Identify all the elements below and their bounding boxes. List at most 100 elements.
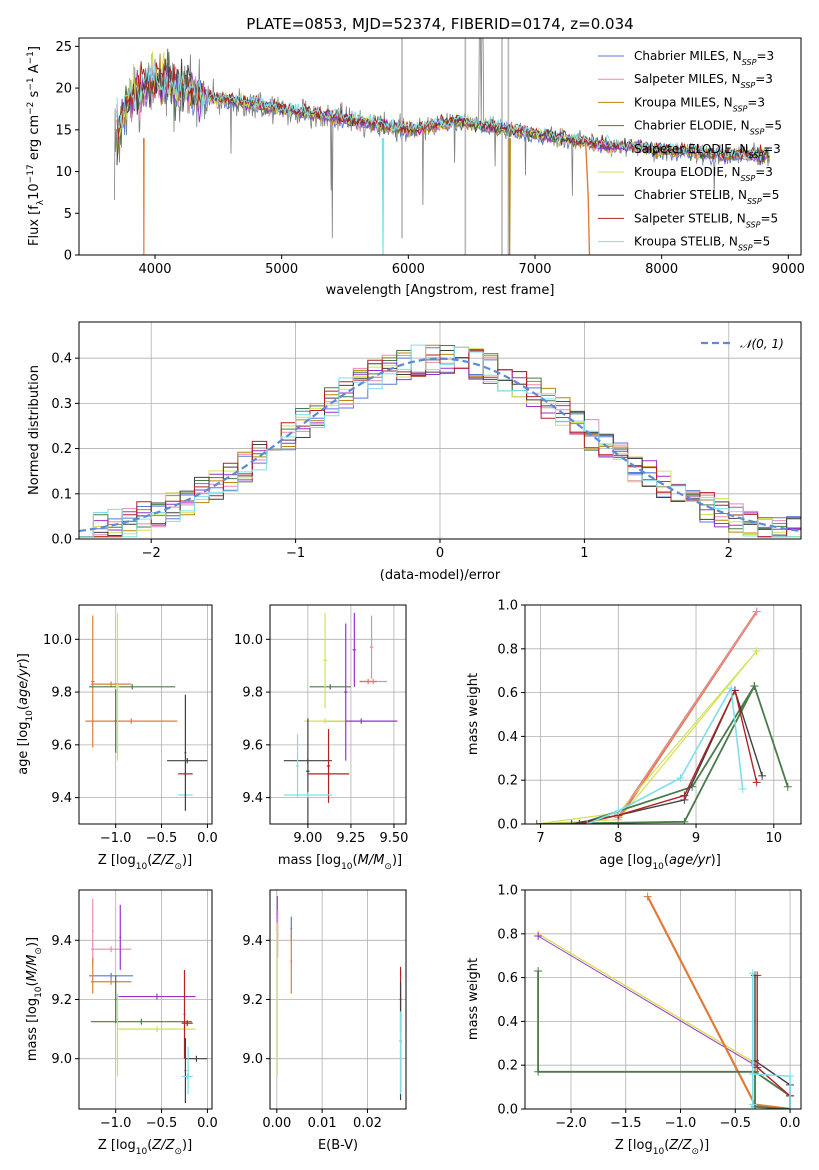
mass-Z-ylabel-part: 10 xyxy=(34,986,44,998)
age-Z-ylabel-part: )] xyxy=(16,653,31,663)
spectrum-dropout xyxy=(584,142,591,255)
spectrum-model-line xyxy=(116,58,770,160)
mw-age-xlabel: age [log10(age/yr)] xyxy=(599,853,721,872)
legend-label: Salpeter ELODIE, NSSP=3 xyxy=(634,142,781,160)
spectrum-ylabel-part: s xyxy=(27,90,42,101)
hist-ylabel: Normed distribution xyxy=(27,365,42,495)
mass_vs_Z-ytick-label: 9.4 xyxy=(51,934,72,949)
age-Z-xlabel-part: )] xyxy=(182,853,192,868)
residual_hist-ytick-label: 0.2 xyxy=(51,442,72,457)
age_vs_Z-xtick-label: −1.0 xyxy=(100,831,132,846)
legend-label-part: Kroupa MILES, N xyxy=(634,95,733,109)
mass_vs_Z-plot-area xyxy=(89,898,208,1104)
mass-Z-xlabel-part: Z [log xyxy=(98,1138,136,1153)
massweight_vs_Z-ytick-label: 0.6 xyxy=(497,971,518,986)
spectrum-xtick-label: 6000 xyxy=(392,262,425,277)
massweight_vs_age-ytick-label: 0.2 xyxy=(497,774,518,789)
legend-label-part: =3 xyxy=(763,142,781,156)
mass-Z-xlabel: Z [log10(Z/Z⊙)] xyxy=(98,1138,192,1157)
mw-Z-ylabel: mass weight xyxy=(466,958,481,1040)
legend-label-part: =3 xyxy=(755,165,773,179)
mass-Z-xlabel-part: 10 xyxy=(136,1147,148,1157)
spectrum-xtick-label: 9000 xyxy=(772,262,805,277)
residual_hist-panel: −2 −1 0 1 2 0.0 0.1 0.2 0.3 0.4 (data-model)/error… xyxy=(27,321,802,583)
spectrum-xlabel: wavelength [Angstrom, rest frame] xyxy=(326,283,555,298)
legend-label-part: Kroupa ELODIE, N xyxy=(634,165,741,179)
massweight_vs_age-xtick-label: 8 xyxy=(614,831,622,846)
age_vs_Z-panel: −1.0 −0.5 0.09.49.69.810.0Z [log10(Z/Z⊙)]a… xyxy=(16,604,218,872)
mass-Z-xlabel-part: ( xyxy=(147,1138,152,1153)
legend-label-part: Kroupa STELIB, N xyxy=(634,235,738,249)
age_vs_mass-ytick-label: 9.6 xyxy=(242,738,263,753)
age-Z-xlabel-part: Z/Z xyxy=(151,853,175,868)
legend-label-part: =3 xyxy=(756,49,774,63)
legend-label: Chabrier MILES, NSSP=3 xyxy=(634,49,774,67)
mass-Z-ylabel-part: mass [log xyxy=(25,998,40,1061)
residual_hist-ytick-label: 0.3 xyxy=(51,397,72,412)
legend-label-part: SSP xyxy=(741,174,756,183)
residual_hist-xtick-label: −1 xyxy=(286,546,305,561)
spectrum-ylabel-part: A xyxy=(27,64,42,77)
mw-Z-xlabel-part: )] xyxy=(699,1138,709,1153)
spectrum-xtick-label: 5000 xyxy=(265,262,298,277)
age_vs_mass-plot-area xyxy=(283,612,398,824)
massweight_vs_Z-panel: −2.0 −1.5 −1.0 −0.5 0.0 0.0 0.2 0.4 0.6 0.8 1.0 Z [… xyxy=(466,884,802,1157)
spectrum-ylabel-part: ] xyxy=(27,46,42,51)
mass-Z-ylabel-part: M/M xyxy=(25,955,40,982)
mw-Z-xlabel-part: ⊙ xyxy=(691,1147,699,1157)
spectrum-ytick-label: 10 xyxy=(55,165,72,180)
mw-age-xlabel-part: age/yr xyxy=(669,853,712,868)
massweight-Z-line xyxy=(754,975,791,1109)
mw-Z-xlabel: Z [log10(Z/Z⊙)] xyxy=(615,1138,709,1157)
age-Z-xlabel-part: ( xyxy=(147,853,152,868)
spectrum-ylabel-part: erg cm xyxy=(27,115,42,164)
legend-label: Kroupa ELODIE, NSSP=3 xyxy=(634,165,773,183)
legend-label-part: SSP xyxy=(738,243,753,252)
mw-age-xlabel-part: ( xyxy=(664,853,669,868)
age_vs_mass-frame xyxy=(269,604,407,825)
massweight_vs_age-ytick-label: 0.6 xyxy=(497,686,518,701)
mass-Z-xlabel-part: Z/Z xyxy=(151,1138,175,1153)
spectrum-ytick-label: 5 xyxy=(64,207,72,222)
age_vs_Z-ytick-label: 9.4 xyxy=(51,791,72,806)
massweight_vs_age-ytick-label: 0.0 xyxy=(497,818,518,833)
mass-ebv-xlabel: E(B-V) xyxy=(318,1138,358,1153)
spectrum-plot-area xyxy=(114,38,770,255)
spectrum-model-line xyxy=(116,65,770,161)
gaussian-curve xyxy=(79,357,801,533)
age_vs_mass-xtick-label: 9.00 xyxy=(293,831,322,846)
mass_vs_Z-xtick-label: 0.0 xyxy=(197,1116,218,1131)
spectrum-frame xyxy=(78,37,802,256)
spectrum-ytick-label: 25 xyxy=(55,40,72,55)
mass_vs_Z-ytick-label: 9.0 xyxy=(51,1052,72,1067)
spectrum-panel: 4000 5000 6000 7000 8000 9000 0 5 10 15 20 25 wavele… xyxy=(26,37,805,298)
age-Z-ylabel: age [log10(age/yr)] xyxy=(16,653,35,775)
legend-label: Kroupa MILES, NSSP=3 xyxy=(634,95,765,113)
massweight_vs_Z-ytick-label: 0.0 xyxy=(497,1103,518,1118)
massweight_vs_Z-xtick-label: −1.5 xyxy=(610,1116,642,1131)
mass_vs_ebv-xtick-label: 0.01 xyxy=(308,1116,337,1131)
legend-label: Salpeter MILES, NSSP=3 xyxy=(634,72,773,90)
spectrum-xtick-label: 8000 xyxy=(645,262,678,277)
hist-legend: 𝒩(0, 1) xyxy=(701,337,784,351)
legend-label-part: Chabrier MILES, N xyxy=(634,49,742,63)
spectrum-ylabel-part: −1 xyxy=(26,77,36,90)
age_vs_Z-ytick-label: 9.6 xyxy=(51,738,72,753)
mass_vs_ebv-ytick-label: 9.0 xyxy=(242,1052,263,1067)
massweight_vs_age-ytick-label: 0.8 xyxy=(497,642,518,657)
massweight-Z-line xyxy=(751,973,791,1109)
age_vs_mass-xtick-label: 9.50 xyxy=(379,831,408,846)
legend-label: Kroupa STELIB, NSSP=5 xyxy=(634,235,770,253)
legend-label-part: Chabrier ELODIE, N xyxy=(634,119,750,133)
legend-label-part: SSP xyxy=(750,127,765,136)
age_vs_Z-xtick-label: −0.5 xyxy=(146,831,178,846)
mw-Z-xlabel-part: Z/Z xyxy=(668,1138,692,1153)
age_vs_mass-ytick-label: 9.8 xyxy=(242,686,263,701)
legend-label-part: =3 xyxy=(747,95,765,109)
mass_vs_ebv-ytick-label: 9.4 xyxy=(242,934,263,949)
legend-label-part: SSP xyxy=(748,150,763,159)
legend-label-part: SSP xyxy=(742,58,757,67)
massweight_vs_age-xtick-label: 7 xyxy=(536,831,544,846)
legend-label-part: Salpeter STELIB, N xyxy=(634,211,746,225)
